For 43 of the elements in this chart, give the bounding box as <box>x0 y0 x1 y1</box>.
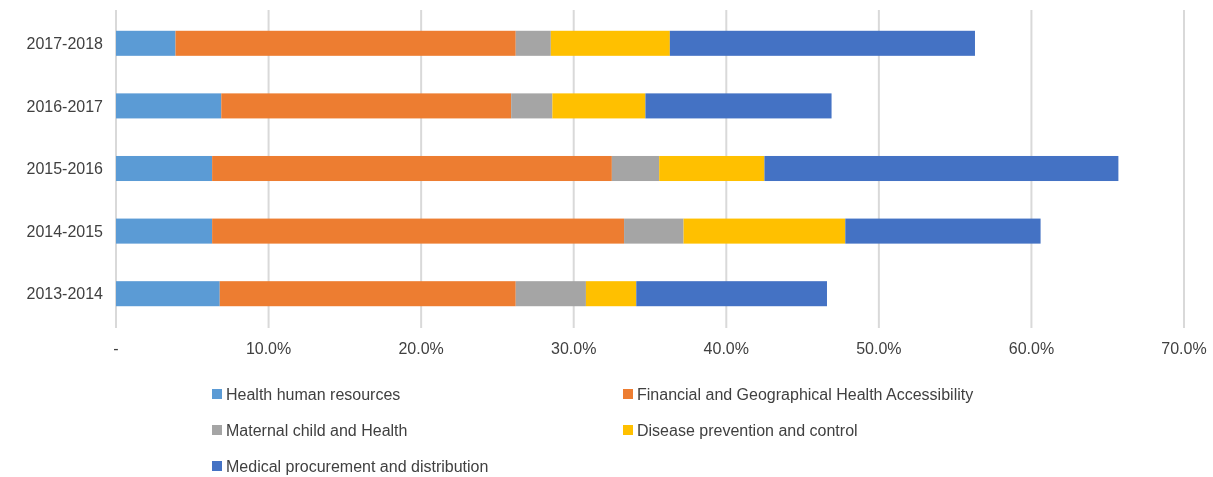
bar <box>611 155 660 182</box>
y-tick-label: 2013-2014 <box>26 285 104 303</box>
bar <box>116 281 220 307</box>
bar <box>212 218 625 244</box>
legend-label: Health human resources <box>226 385 401 403</box>
bar <box>669 30 975 56</box>
x-tick-label: 40.0% <box>703 340 749 357</box>
bar <box>212 155 612 182</box>
x-tick-label: 10.0% <box>245 340 292 357</box>
bar <box>175 30 516 56</box>
bar <box>221 93 512 119</box>
x-tick-label: 50.0% <box>856 340 902 357</box>
bar <box>116 93 222 119</box>
bar <box>116 218 213 244</box>
legend-label: Maternal child and Health <box>226 421 408 439</box>
bar <box>116 155 213 182</box>
bar <box>219 281 516 307</box>
bar <box>624 218 684 244</box>
bar <box>764 155 1119 182</box>
legend-label: Medical procurement and distribution <box>226 457 489 475</box>
bar <box>515 30 551 56</box>
x-tick-label: 20.0% <box>398 340 444 357</box>
bar <box>511 93 553 119</box>
y-tick-label: 2014-2015 <box>26 222 104 240</box>
bar <box>550 30 670 56</box>
x-tick-label: 60.0% <box>1008 340 1055 357</box>
bar <box>636 281 827 307</box>
legend-label: Disease prevention and control <box>637 421 858 439</box>
bar <box>552 93 646 119</box>
bar <box>585 281 637 307</box>
legend-label: Financial and Geographical Health Accessibility <box>637 385 974 403</box>
bar <box>515 281 586 307</box>
y-tick-label: 2016-2017 <box>26 97 104 115</box>
bar <box>116 30 176 56</box>
x-tick-label: 70.0% <box>1161 340 1207 357</box>
y-tick-label: 2015-2016 <box>26 160 104 178</box>
bar <box>659 155 765 182</box>
bar <box>683 218 846 244</box>
y-tick-label: 2017-2018 <box>26 34 104 52</box>
x-tick-label: 30.0% <box>551 340 597 357</box>
x-tick-label: - <box>113 340 119 357</box>
bar <box>645 93 832 119</box>
bar <box>845 218 1041 244</box>
